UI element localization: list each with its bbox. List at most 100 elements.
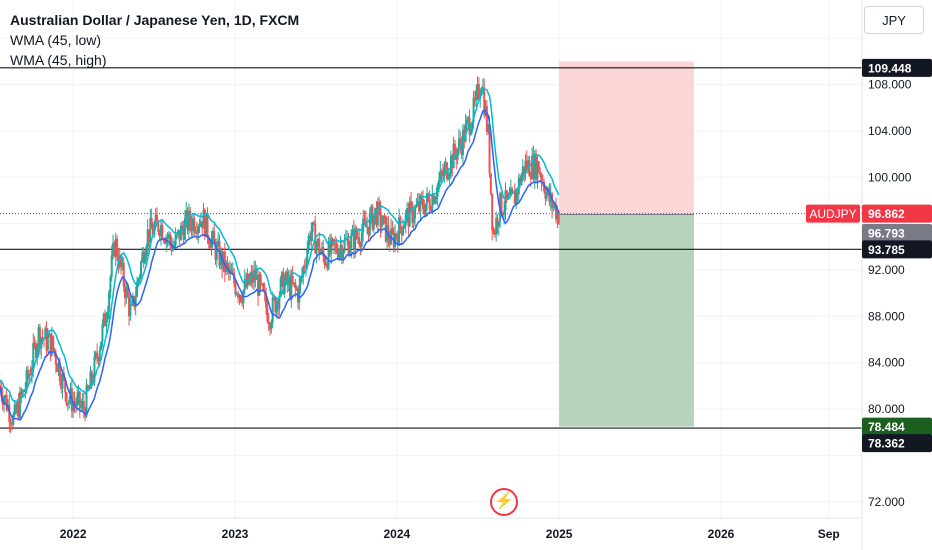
candle-body [253, 269, 256, 283]
candle-body [302, 266, 305, 276]
candle-body [400, 227, 403, 235]
candle-body [354, 228, 357, 250]
candle-body [154, 214, 157, 225]
candle-body [182, 229, 185, 240]
candle-body [78, 391, 81, 408]
candle-body [507, 193, 510, 198]
candle-body [356, 237, 359, 239]
candle-body [505, 190, 508, 198]
legend-wma-low[interactable]: WMA (45, low) [10, 32, 102, 48]
candle-body [58, 362, 61, 382]
candle-body [455, 153, 458, 160]
candle-body [150, 218, 153, 229]
candle-body [364, 220, 367, 228]
candle-body [126, 287, 129, 298]
candle-body [235, 293, 238, 295]
candle-body [480, 89, 483, 96]
wma-high-line [0, 88, 560, 403]
candle-body [266, 307, 269, 322]
candle-body [207, 237, 210, 245]
candle-body [37, 327, 40, 348]
candle-body [320, 247, 323, 252]
candle-body [527, 160, 530, 170]
candle-body [56, 364, 59, 372]
x-tick-label: 2026 [708, 527, 735, 541]
candle-body [523, 166, 526, 174]
candle-body [339, 245, 342, 251]
candle-body [352, 229, 355, 250]
candle-body [299, 278, 302, 285]
candle-body [402, 228, 405, 235]
x-tick-label: 2025 [546, 527, 573, 541]
candle-body [282, 271, 285, 294]
candle-body [105, 319, 108, 327]
candle-body [151, 228, 154, 235]
candle-body [259, 274, 262, 284]
lightning-icon[interactable]: ⚡ [490, 488, 518, 516]
candle-body [262, 283, 265, 291]
candle-body [114, 238, 117, 257]
candle-body [61, 372, 64, 389]
candle-body [68, 400, 71, 403]
candle-body [508, 193, 511, 195]
candle-body [288, 278, 291, 298]
candle-body [136, 282, 139, 297]
candle-body [124, 286, 127, 299]
candle-body [29, 374, 32, 376]
currency-button[interactable]: JPY [864, 6, 924, 34]
wma-series [0, 88, 560, 421]
candle-body [64, 378, 67, 393]
candle-body [162, 239, 165, 241]
candle-body [21, 390, 24, 396]
candle-body [469, 130, 472, 135]
candle-body [18, 391, 21, 418]
candle-body [388, 239, 391, 245]
candle-body [431, 194, 434, 212]
candle-body [485, 106, 488, 132]
candle-body [202, 209, 205, 229]
candle-body [214, 242, 217, 260]
candle-body [157, 220, 160, 232]
candle-body [432, 194, 435, 204]
candle-body [275, 301, 278, 313]
candle-body [36, 347, 39, 359]
candle-body [141, 252, 144, 262]
candle-body [227, 265, 230, 273]
candle-body [415, 205, 418, 208]
candle-body [77, 391, 80, 397]
candle-body [215, 244, 218, 260]
candle-body [26, 370, 29, 379]
candle-body [81, 401, 84, 406]
candle-body [533, 153, 536, 180]
candle-body [294, 282, 297, 289]
candle-body [308, 235, 311, 242]
candle-body [380, 224, 383, 228]
candle-body [312, 222, 315, 224]
badge-target-label: 78.484 [868, 420, 905, 434]
candle-body [545, 192, 548, 199]
chart-legend: Australian Dollar / Japanese Yen, 1D, FX… [10, 10, 299, 70]
legend-wma-high[interactable]: WMA (45, high) [10, 52, 107, 68]
candle-body [270, 322, 273, 330]
candle-body [98, 350, 101, 362]
candle-body [199, 221, 202, 227]
candle-body [250, 272, 253, 279]
candle-body [448, 173, 451, 178]
price-badges: 109.448 96.862 96.793 93.785 78.484 78.362 AUD… [806, 58, 932, 453]
candle-body [20, 391, 23, 396]
x-tick-label: 2024 [384, 527, 411, 541]
candle-body [48, 333, 51, 338]
candle-body [540, 174, 543, 182]
candle-body [249, 278, 252, 285]
candle-body [5, 394, 8, 411]
candle-body [491, 193, 494, 231]
candle-body [219, 250, 222, 266]
candle-body [230, 269, 233, 274]
candle-body [175, 233, 178, 235]
candle-body [50, 335, 53, 356]
candle-body [277, 301, 280, 309]
candle-body [457, 138, 460, 150]
candle-body [190, 224, 193, 231]
candle-body [178, 229, 181, 241]
